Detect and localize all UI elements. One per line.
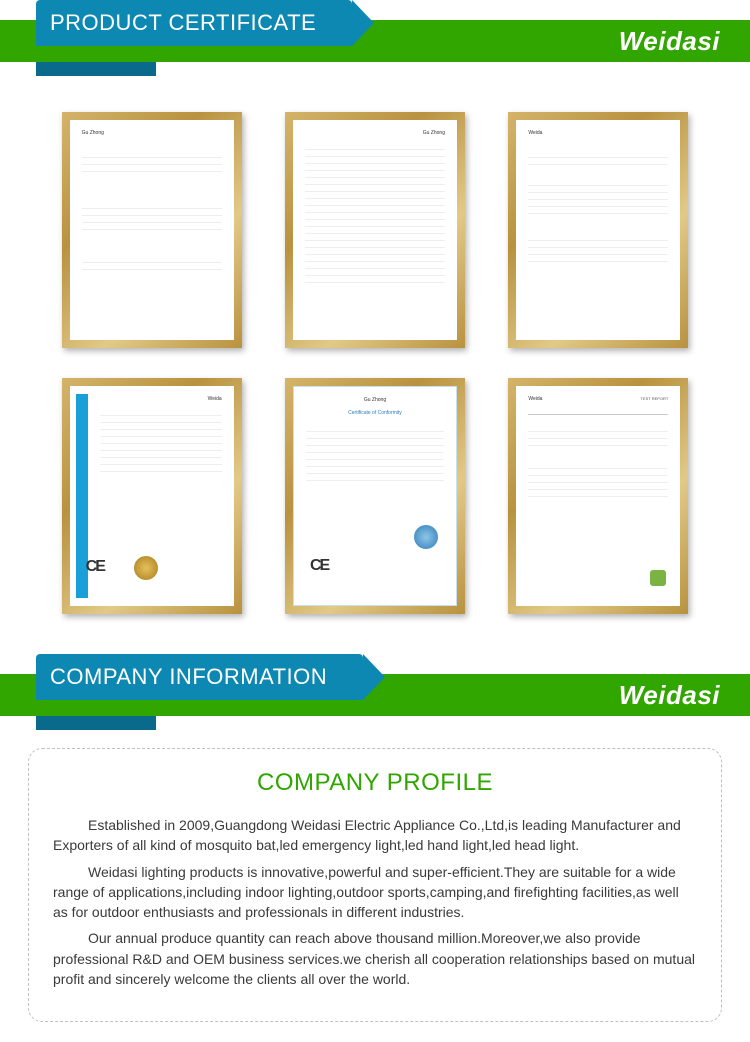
certificate-doc: Gu Zhong Certificate of Conformity CE xyxy=(293,386,457,606)
certificate-frame: Gu Zhong xyxy=(62,112,242,348)
certificate-frame: Weida TEST REPORT xyxy=(508,378,688,614)
cert-heading: Gu Zhong xyxy=(82,130,222,137)
cert-subtitle: Certificate of Conformity xyxy=(306,410,444,417)
cert-heading: Weida xyxy=(82,396,222,403)
green-badge-icon xyxy=(650,570,666,586)
certificate-frame: Weida CE xyxy=(62,378,242,614)
blue-seal-icon xyxy=(414,525,438,549)
cert-type: TEST REPORT xyxy=(640,396,668,409)
gold-seal-icon xyxy=(134,556,158,580)
brand-logo: Weidasi xyxy=(619,26,720,57)
product-certificate-header: Weidasi PRODUCT CERTIFICATE xyxy=(0,0,750,62)
company-profile-box: COMPANY PROFILE Established in 2009,Guan… xyxy=(28,748,722,1022)
certificate-doc: Gu Zhong xyxy=(293,120,457,340)
cert-heading: Weida xyxy=(528,130,668,137)
profile-paragraph: Established in 2009,Guangdong Weidasi El… xyxy=(53,815,697,856)
cert-heading: Gu Zhong xyxy=(306,397,444,404)
ce-mark: CE xyxy=(310,555,328,577)
certificate-frame: Gu Zhong Certificate of Conformity CE xyxy=(285,378,465,614)
ce-mark: CE xyxy=(86,556,104,578)
cert-heading: Gu Zhong xyxy=(305,130,445,137)
certificate-grid: Gu Zhong Gu Zhong Weida Weida xyxy=(0,62,750,654)
certificate-doc: Gu Zhong xyxy=(70,120,234,340)
company-information-header: Weidasi COMPANY INFORMATION xyxy=(0,654,750,716)
certificate-doc: Weida CE xyxy=(70,386,234,606)
header-tab: COMPANY INFORMATION xyxy=(36,654,363,700)
profile-paragraph: Our annual produce quantity can reach ab… xyxy=(53,928,697,989)
profile-paragraph: Weidasi lighting products is innovative,… xyxy=(53,862,697,923)
header-tab: PRODUCT CERTIFICATE xyxy=(36,0,352,46)
company-profile-title: COMPANY PROFILE xyxy=(53,769,697,797)
cert-heading: Weida xyxy=(528,396,542,403)
certificate-doc: Weida TEST REPORT xyxy=(516,386,680,606)
certificate-frame: Weida xyxy=(508,112,688,348)
certificate-frame: Gu Zhong xyxy=(285,112,465,348)
certificate-doc: Weida xyxy=(516,120,680,340)
brand-logo: Weidasi xyxy=(619,680,720,711)
